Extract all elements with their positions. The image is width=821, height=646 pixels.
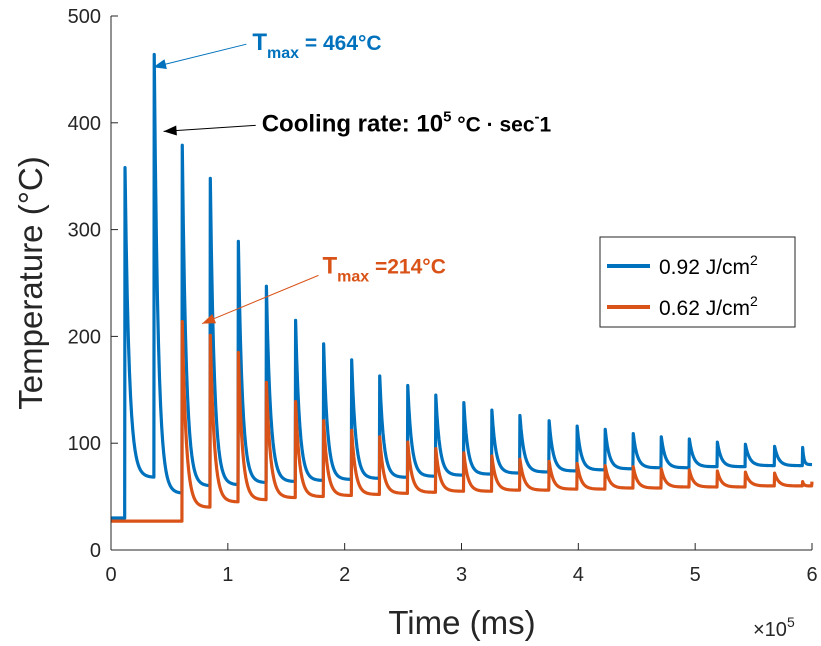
y-tick-label: 200: [68, 326, 101, 348]
x-tick-label: 6: [806, 564, 817, 586]
series-line-blue: [111, 52, 814, 520]
y-tick-label: 0: [90, 540, 101, 562]
y-tick-label: 400: [68, 113, 101, 135]
y-tick-label: 100: [68, 433, 101, 455]
annotation-arrow-cooling: [163, 124, 256, 132]
annotation-layer: Tmax = 464°C Cooling rate: 105 °C · sec-1…: [152, 29, 552, 325]
x-tick-label: 1: [222, 564, 233, 586]
x-tick-label: 2: [339, 564, 350, 586]
annotation-arrowhead-cooling: [163, 125, 177, 136]
legend-box: [599, 236, 796, 328]
x-axis-multiplier-exp: 5: [787, 614, 795, 630]
annotation-text-tmax-blue: Tmax = 464°C: [252, 29, 381, 62]
x-tick-label: 5: [690, 564, 701, 586]
x-tick-label: 0: [105, 564, 116, 586]
y-axis-title: Temperature (°C): [12, 156, 49, 409]
legend-label-blue: 0.92 J/cm2: [659, 252, 758, 279]
annotation-arrowhead-tmax-blue: [153, 59, 167, 69]
x-axis-multiplier: ×105: [753, 614, 795, 641]
annotation-arrowhead-tmax-orange: [202, 313, 217, 324]
annotation-arrow-tmax-blue: [152, 43, 247, 68]
x-tick-label: 4: [573, 564, 584, 586]
x-tick-label: 3: [456, 564, 467, 586]
series-layer: [111, 52, 814, 523]
legend: 0.92 J/cm2 0.62 J/cm2: [599, 236, 796, 328]
axes-layer: 0 1 2 3 4 5 6 0 100 200 300 400 500: [68, 6, 818, 586]
annotation-text-tmax-orange: Tmax =214°C: [322, 252, 445, 285]
annotation-arrow-tmax-orange: [201, 274, 319, 325]
series-line-orange: [111, 319, 814, 523]
x-axis-multiplier-base: ×10: [753, 619, 787, 641]
legend-label-orange: 0.62 J/cm2: [659, 293, 758, 320]
x-axis-title: Time (ms): [388, 604, 535, 641]
annotation-text-cooling: Cooling rate: 105 °C · sec-1: [262, 108, 552, 137]
y-tick-label: 500: [68, 6, 101, 28]
y-tick-label: 300: [68, 220, 101, 242]
